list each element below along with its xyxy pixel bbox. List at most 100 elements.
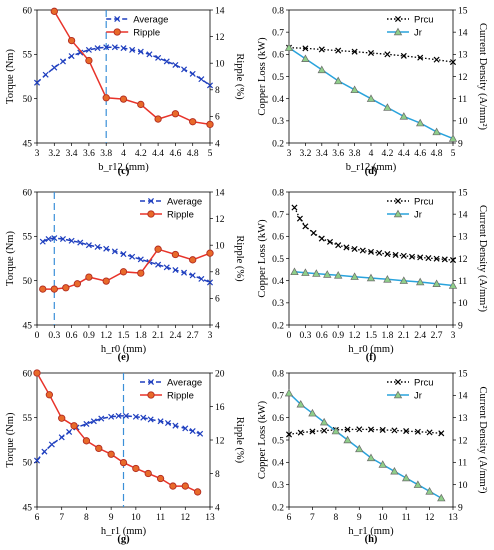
x-tick-label: 3 (208, 331, 213, 341)
y2-tick-label: 10 (215, 242, 225, 252)
data-point-prcu (417, 54, 424, 61)
y-tick-label: 50 (23, 459, 33, 469)
data-point-jr (355, 444, 364, 453)
x-tick-label: 13 (448, 513, 458, 523)
data-point-ripple (70, 422, 78, 430)
data-point-ripple (144, 469, 152, 478)
chart-panel-e: 0 0.3 0.6 0.9 1.2 1.5 1.8 2.1 2.4 2.7 3 45 50 55 60 4 6 8… (5, 188, 245, 363)
data-point-jr (290, 267, 299, 276)
data-point-average (129, 253, 136, 260)
legend: Prcu Jr (387, 14, 434, 38)
y2-tick-label: 13 (458, 51, 468, 61)
data-point-average (66, 428, 73, 435)
data-point-jr (319, 417, 329, 426)
x-axis-title: h_r1 (mm) (101, 526, 147, 537)
legend: Average Ripple (140, 377, 202, 401)
data-point-average (129, 46, 136, 53)
legend-marker (394, 197, 402, 205)
legend-label: Jr (414, 390, 422, 401)
legend-marker (393, 390, 403, 399)
y-tick-label: 0.5 (272, 436, 284, 446)
data-point-jr (437, 493, 446, 502)
data-point-ripple (33, 369, 41, 377)
x-axis-title: b_r12 (mm) (346, 162, 397, 173)
x-tick-label: 0.9 (332, 331, 344, 341)
y-tick-label: 0.3 (272, 299, 284, 309)
data-point-prcu (408, 253, 416, 260)
x-tick-label: 12 (181, 513, 191, 523)
data-point-jr (448, 281, 458, 289)
data-point-ripple (50, 7, 58, 15)
series-line-average (42, 237, 211, 284)
y2-tick-label: 14 (458, 392, 468, 402)
data-point-ripple (189, 118, 197, 126)
legend: Average Ripple (106, 14, 168, 38)
x-tick-label: 0 (287, 331, 292, 341)
data-point-prcu (335, 242, 342, 249)
series-line-ripple (53, 10, 211, 126)
data-point-jr (425, 487, 434, 495)
data-point-prcu (392, 251, 399, 258)
data-point-prcu (291, 204, 298, 211)
data-point-jr (331, 426, 341, 435)
data-point-prcu (351, 48, 358, 55)
x-tick-label: 4.6 (414, 149, 426, 159)
data-point-jr (448, 134, 458, 142)
x-tick-label: 7 (59, 513, 64, 523)
data-point-prcu (400, 252, 407, 259)
y-tick-label: 0.6 (272, 233, 284, 243)
x-tick-label: 2.1 (152, 331, 164, 341)
x-tick-label: 10 (378, 513, 388, 523)
legend-marker (394, 378, 402, 386)
x-tick-label: 1.8 (135, 331, 147, 341)
y2-tick-label: 10 (458, 117, 468, 127)
x-tick-label: 0.6 (66, 331, 78, 341)
data-point-average (115, 412, 122, 419)
x-axis-title: h_r0 (mm) (348, 344, 394, 355)
data-point-ripple (62, 284, 70, 292)
y-tick-label: 60 (23, 369, 33, 379)
y2-tick-label: 15 (458, 6, 468, 16)
data-point-prcu (335, 47, 342, 54)
data-point-prcu (400, 52, 407, 59)
legend-label: Prcu (414, 14, 434, 25)
y2-tick-label: 13 (458, 414, 468, 424)
legend-label: Jr (414, 27, 422, 38)
data-point-ripple (132, 464, 140, 473)
data-point-prcu (403, 428, 410, 435)
data-point-jr (301, 54, 310, 62)
series-line-ripple (42, 248, 211, 290)
data-point-average (103, 245, 110, 252)
x-tick-label: 5 (208, 149, 213, 159)
data-point-ripple (102, 94, 110, 102)
legend-label: Ripple (133, 27, 160, 38)
data-point-average (51, 64, 58, 71)
series-line-average (36, 46, 211, 87)
data-point-prcu (297, 429, 304, 436)
x-tick-label: 1.5 (365, 331, 377, 341)
data-point-average (120, 45, 127, 52)
plot-frame (288, 9, 454, 144)
legend-marker (147, 378, 155, 386)
data-point-average (163, 58, 170, 65)
data-point-prcu (433, 255, 440, 262)
data-point-average (189, 70, 196, 77)
legend-marker (393, 27, 403, 36)
panel-caption: (c) (118, 166, 130, 177)
data-point-average (48, 441, 55, 448)
data-point-average (85, 242, 92, 249)
data-point-jr (334, 271, 343, 279)
data-point-average (146, 51, 153, 58)
data-point-ripple (107, 450, 115, 458)
data-point-jr (284, 43, 294, 51)
y-axis-title: Copper Loss (kW) (257, 219, 268, 298)
data-point-average (189, 428, 196, 435)
x-tick-label: 4.8 (431, 149, 443, 159)
y2-tick-label: 12 (215, 33, 225, 43)
data-point-ripple (39, 285, 47, 293)
y2-tick-label: 14 (458, 28, 468, 38)
data-point-average (111, 44, 118, 51)
data-point-prcu (351, 245, 358, 252)
x-tick-label: 3 (287, 149, 292, 159)
